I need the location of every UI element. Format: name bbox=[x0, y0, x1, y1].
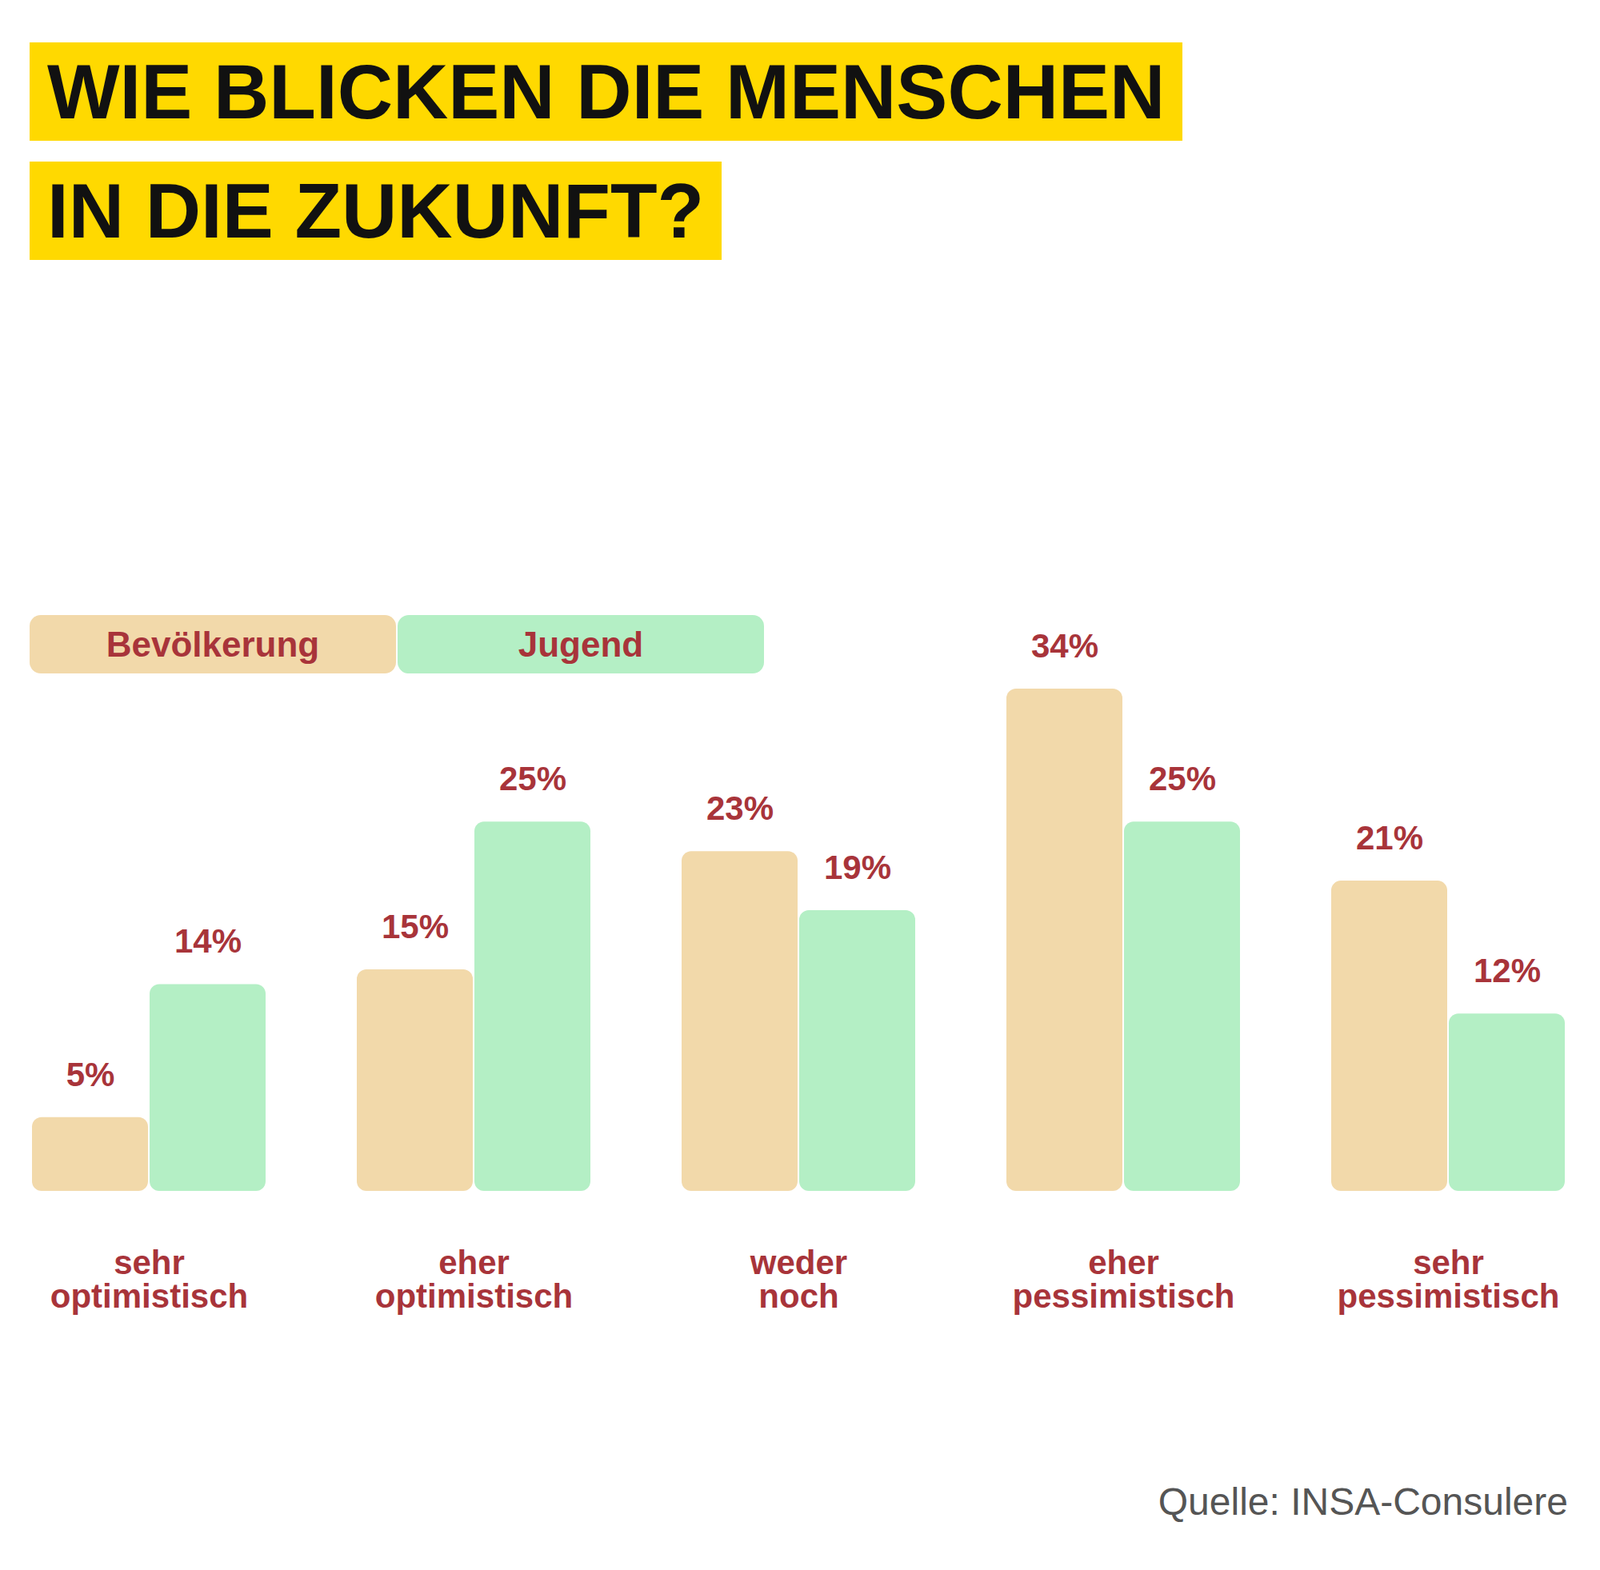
svg-text:14%: 14% bbox=[174, 922, 242, 960]
svg-text:12%: 12% bbox=[1473, 952, 1541, 990]
svg-text:sehrpessimistisch: sehrpessimistisch bbox=[1337, 1244, 1560, 1316]
html-text:Bevölkerung: Bevölkerung bbox=[106, 624, 320, 664]
svg-text:eherpessimistisch: eherpessimistisch bbox=[1012, 1244, 1236, 1316]
svg-text:5%: 5% bbox=[66, 1056, 116, 1094]
svg-text:34%: 34% bbox=[1031, 627, 1099, 665]
html-text:WIE BLICKEN DIE MENSCHEN IN DI: WIE BLICKEN DIE MENSCHEN IN DIE ZUKUNFT? bbox=[47, 48, 1166, 254]
svg-text:eheroptimistisch: eheroptimistisch bbox=[375, 1244, 573, 1316]
svg-text:25%: 25% bbox=[1148, 760, 1216, 798]
svg-text:25%: 25% bbox=[499, 760, 567, 798]
html-text:Jugend: Jugend bbox=[518, 624, 644, 664]
html-text:Quelle: INSA-Consulere: Quelle: INSA-Consulere bbox=[1158, 1480, 1568, 1524]
svg-text:21%: 21% bbox=[1356, 819, 1424, 857]
svg-text:15%: 15% bbox=[381, 908, 449, 946]
svg-text:sehroptimistisch: sehroptimistisch bbox=[50, 1244, 248, 1316]
svg-text:23%: 23% bbox=[706, 789, 774, 828]
svg-text:wedernoch: wedernoch bbox=[749, 1244, 848, 1316]
svg-text:19%: 19% bbox=[824, 848, 892, 887]
